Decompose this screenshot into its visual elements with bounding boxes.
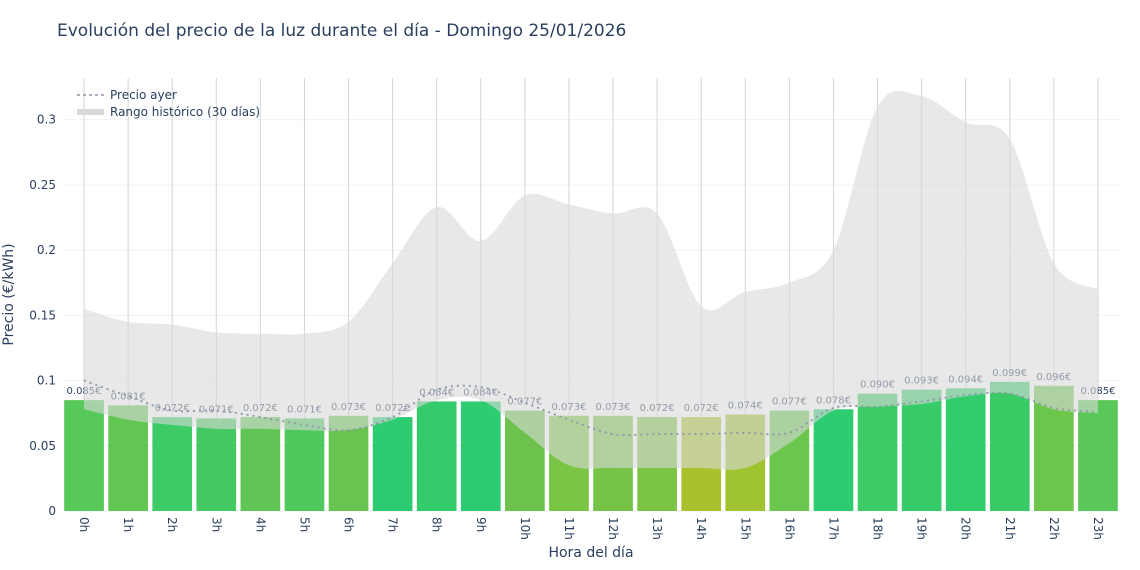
price-bar — [108, 405, 148, 511]
price-bar — [460, 401, 501, 511]
y-tick-label: 0.1 — [37, 374, 56, 388]
x-axis-title: Hora del día — [548, 545, 633, 561]
price-bar — [64, 400, 104, 511]
x-tick-label: 0h — [77, 517, 91, 532]
price-bar — [945, 388, 986, 511]
x-tick-label: 13h — [650, 517, 664, 540]
price-bar — [328, 415, 369, 511]
price-bar — [240, 417, 281, 511]
y-tick-label: 0.25 — [29, 178, 56, 192]
x-tick-label: 17h — [826, 517, 840, 540]
x-tick-label: 21h — [1003, 517, 1017, 540]
x-tick-label: 5h — [297, 517, 311, 532]
y-tick-label: 0.05 — [29, 439, 56, 453]
x-tick-label: 22h — [1047, 517, 1061, 540]
x-tick-label: 11h — [562, 517, 576, 540]
y-tick-label: 0.3 — [37, 113, 56, 127]
x-tick-label: 9h — [474, 517, 488, 532]
historical-range-band — [84, 90, 1098, 470]
x-tick-label: 10h — [518, 517, 532, 540]
price-bar — [813, 409, 854, 511]
legend-label-range: Rango histórico (30 días) — [110, 105, 260, 119]
price-bar — [372, 417, 413, 511]
legend-band-swatch — [77, 109, 104, 115]
price-bar — [901, 389, 942, 511]
price-bar — [857, 393, 898, 511]
x-tick-label: 6h — [342, 517, 356, 532]
x-tick-label: 20h — [959, 517, 973, 540]
x-tick-label: 1h — [121, 517, 135, 532]
price-bar — [196, 418, 237, 511]
legend-label-yesterday: Precio ayer — [110, 88, 177, 102]
x-tick-label: 23h — [1091, 517, 1105, 540]
x-tick-label: 19h — [915, 517, 929, 540]
x-tick-label: 2h — [165, 517, 179, 532]
x-tick-label: 12h — [606, 517, 620, 540]
x-tick-label: 16h — [782, 517, 796, 540]
x-tick-label: 18h — [871, 517, 885, 540]
y-tick-label: 0.2 — [37, 243, 56, 257]
x-tick-label: 8h — [430, 517, 444, 532]
y-tick-label: 0 — [48, 504, 56, 518]
y-tick-label: 0.15 — [29, 308, 56, 322]
x-tick-label: 14h — [694, 517, 708, 540]
price-bar — [1078, 400, 1118, 511]
price-bar — [152, 417, 193, 511]
y-axis-title: Precio (€/kWh) — [1, 243, 17, 345]
x-tick-label: 4h — [253, 517, 267, 532]
price-bar — [989, 381, 1030, 511]
x-tick-label: 7h — [386, 517, 400, 532]
price-bar — [284, 418, 325, 511]
x-tick-label: 15h — [738, 517, 752, 540]
chart-title: Evolución del precio de la luz durante e… — [57, 21, 627, 41]
x-tick-label: 3h — [209, 517, 223, 532]
price-bar — [416, 401, 457, 511]
